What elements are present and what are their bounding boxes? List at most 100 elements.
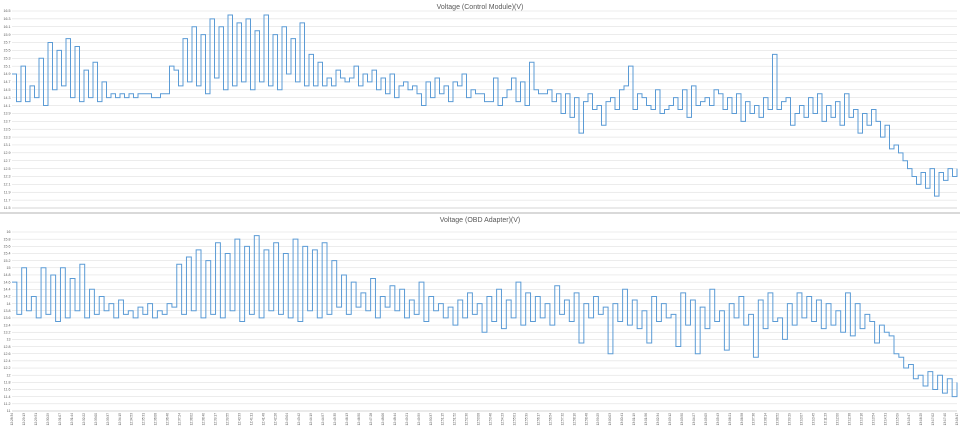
x-tick-label: 12:31:07 [58, 413, 62, 426]
y-tick-label: 11.6 [4, 388, 11, 392]
x-tick-label: 12:49:59 [417, 413, 421, 426]
x-tick-label: 12:50:37 [429, 413, 433, 426]
x-tick-label: 12:33:00 [94, 413, 98, 426]
x-tick-label: 13:01:56 [644, 413, 648, 426]
x-tick-label: 12:34:15 [118, 413, 122, 426]
x-tick-label: 13:04:27 [692, 413, 696, 426]
x-tick-label: 12:40:33 [237, 413, 241, 426]
x-tick-label: 12:48:44 [393, 413, 397, 426]
x-tick-label: 13:13:16 [859, 413, 863, 426]
y-tick-label: 12.3 [4, 175, 11, 179]
y-tick-label: 12.7 [4, 159, 11, 163]
x-tick-label: 12:38:02 [190, 413, 194, 426]
x-tick-label: 12:56:17 [536, 413, 540, 426]
y-tick-label: 13.4 [4, 323, 11, 327]
y-tick-label: 15.3 [4, 56, 11, 60]
x-tick-label: 12:41:48 [261, 413, 265, 426]
y-tick-label: 13.1 [4, 143, 11, 147]
x-tick-label: 12:45:35 [333, 413, 337, 426]
x-tick-label: 12:30:29 [46, 413, 50, 426]
x-tick-label: 12:34:53 [130, 413, 134, 426]
y-tick-label: 11 [7, 409, 11, 413]
x-tick-label: 12:35:31 [142, 413, 146, 426]
x-tick-label: 13:12:38 [847, 413, 851, 426]
y-tick-label: 13 [7, 338, 11, 342]
y-tick-label: 14.3 [4, 96, 11, 100]
y-tick-label: 13.8 [4, 309, 11, 313]
y-tick-label: 15.9 [4, 33, 11, 37]
x-tick-label: 12:36:46 [166, 413, 170, 426]
y-tick-label: 14 [7, 302, 11, 306]
x-tick-label: 13:08:14 [764, 413, 768, 426]
x-tick-label: 12:53:08 [477, 413, 481, 426]
y-tick-label: 15 [7, 266, 11, 270]
y-tick-label: 13.2 [4, 330, 11, 334]
x-tick-label: 12:38:40 [201, 413, 205, 426]
x-tick-label: 12:58:48 [584, 413, 588, 426]
y-tick-label: 15.5 [4, 49, 11, 53]
x-tick-label: 13:10:07 [800, 413, 804, 426]
y-tick-label: 13.9 [4, 112, 11, 116]
series-line-0 [12, 14, 958, 197]
x-tick-label: 13:02:34 [656, 413, 660, 426]
x-tick-label: 12:42:26 [273, 413, 277, 426]
y-tick-label: 12.8 [4, 345, 11, 349]
x-tick-label: 12:43:04 [285, 413, 289, 426]
x-tick-label: 13:01:19 [632, 413, 636, 426]
y-tick-label: 14.8 [4, 273, 11, 277]
x-tick-label: 12:37:24 [178, 413, 182, 426]
x-tick-label: 12:32:22 [82, 413, 86, 426]
chart-title-obd-adapter: Voltage (OBD Adapter)(V) [439, 217, 521, 224]
x-tick-label: 13:16:25 [919, 413, 923, 426]
y-tick-label: 12 [7, 373, 11, 377]
x-tick-label: 12:57:32 [560, 413, 564, 426]
y-tick-label: 14.5 [4, 88, 11, 92]
y-tick-label: 15.7 [4, 41, 11, 45]
x-tick-label: 13:11:23 [824, 413, 828, 425]
y-tick-label: 11.9 [4, 190, 11, 194]
x-tick-label: 13:09:29 [788, 413, 792, 426]
x-tick-label: 12:55:39 [524, 413, 528, 426]
y-tick-label: 13.6 [4, 316, 11, 320]
x-tick-label: 12:44:57 [321, 413, 325, 426]
x-tick-label: 12:44:19 [309, 413, 313, 426]
x-tick-label: 12:48:06 [381, 413, 385, 426]
x-tick-label: 13:08:52 [776, 413, 780, 426]
x-tick-label: 13:12:00 [835, 413, 839, 426]
y-tick-label: 11.2 [4, 402, 11, 406]
y-tick-label: 14.9 [4, 72, 11, 76]
x-tick-label: 12:33:37 [106, 413, 110, 426]
chart-panel-control-module: Voltage (Control Module)(V) 11.5 11.7 11.9… [0, 0, 960, 212]
chart-control-module: 11.5 11.7 11.9 12.1 12.3 12.5 12.7 12.9 13.1 13.3… [4, 9, 958, 210]
y-tick-label: 13.7 [4, 120, 11, 124]
x-tick-label: 13:18:17 [955, 413, 959, 426]
x-tick-label: 13:17:02 [931, 413, 935, 426]
y-tick-label: 14.6 [4, 280, 11, 284]
y-tick-label: 16.1 [4, 25, 11, 29]
y-tick-label: 14.7 [4, 80, 11, 84]
x-tick-label: 13:14:31 [883, 413, 887, 426]
x-tick-label: 13:05:43 [716, 413, 720, 426]
x-tick-label: 12:51:52 [453, 413, 457, 426]
x-tick-label: 12:47:28 [369, 413, 373, 426]
y-tick-label: 11.4 [4, 395, 11, 399]
y-tick-label: 12.2 [4, 366, 11, 370]
y-tick-label: 16.3 [4, 17, 11, 21]
y-tick-label: 15.6 [4, 245, 11, 249]
x-tick-label: 12:39:17 [213, 413, 217, 426]
x-tick-label: 13:15:09 [895, 413, 899, 426]
chart-obd-adapter: 11 11.2 11.4 11.6 11.8 12 12.2 12.4 12.6 12.8 13 13… [4, 230, 960, 426]
y-tick-label: 15.4 [4, 252, 11, 256]
x-tick-label: 13:03:50 [680, 413, 684, 426]
y-tick-label: 15.8 [4, 237, 11, 241]
y-tick-label: 12.9 [4, 151, 11, 155]
y-tick-label: 12.6 [4, 352, 11, 356]
x-tick-label: 13:00:03 [608, 413, 612, 426]
y-tick-label: 15.1 [4, 64, 11, 68]
x-tick-label: 12:56:54 [548, 413, 552, 426]
x-tick-label: 12:51:15 [441, 413, 445, 426]
y-tick-label: 11.5 [4, 206, 11, 210]
y-tick-label: 11.7 [4, 198, 11, 202]
y-tick-label: 14.4 [4, 287, 11, 291]
y-tick-label: 13.3 [4, 135, 11, 139]
